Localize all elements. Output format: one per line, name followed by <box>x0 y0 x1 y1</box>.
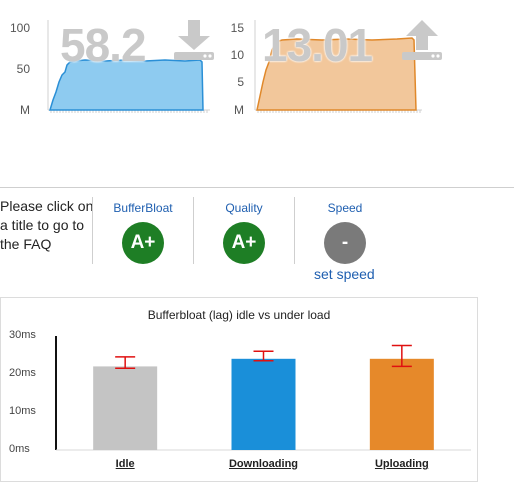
bufferbloat-grade-badge: A+ <box>122 222 164 264</box>
x-label-uploading: Uploading <box>374 458 429 470</box>
quality-title-link[interactable]: Quality <box>225 201 263 215</box>
x-label-idle: Idle <box>115 458 135 470</box>
faq-line-3: the FAQ <box>0 236 52 252</box>
y-tick-0ms: 0ms <box>9 443 30 455</box>
grade-separator-2 <box>193 197 194 264</box>
bar-idle <box>93 366 158 450</box>
upload-speed-value: 13.01 <box>262 19 373 71</box>
bufferbloat-chart: Bufferbloat (lag) idle vs under load 30m… <box>0 297 478 482</box>
bufferbloat-title-link[interactable]: BufferBloat <box>113 201 173 215</box>
download-speed-value: 58.2 <box>60 19 147 71</box>
download-tick-100: 100 <box>9 21 30 35</box>
bar-uploading <box>369 358 434 450</box>
bar-plot-area <box>55 336 471 451</box>
quality-grade-badge: A+ <box>223 222 265 264</box>
faq-line-2: a title to go to <box>0 217 85 233</box>
faq-line-1: Please click on <box>0 198 94 214</box>
download-tick-50: 50 <box>16 62 30 76</box>
x-label-downloading: Downloading <box>228 458 299 470</box>
y-tick-10ms: 10ms <box>9 405 36 417</box>
chart-title: Bufferbloat (lag) idle vs under load <box>147 308 331 322</box>
upload-arrow-icon <box>402 20 442 60</box>
grade-separator-3 <box>294 197 295 264</box>
set-speed-link[interactable]: set speed <box>314 266 375 282</box>
download-arrow-icon <box>174 20 214 60</box>
upload-speed-area <box>256 37 417 111</box>
upload-speed-graph <box>254 20 422 113</box>
y-tick-20ms: 20ms <box>9 367 36 379</box>
bar-downloading <box>231 358 296 450</box>
upload-tick-10: 10 <box>230 48 244 62</box>
download-tick-m: M <box>20 103 30 117</box>
grade-separator-1 <box>92 197 93 264</box>
y-tick-30ms: 30ms <box>9 329 36 341</box>
upload-tick-15: 15 <box>230 21 244 35</box>
speed-title-link[interactable]: Speed <box>327 201 363 215</box>
speed-grade-badge: - <box>324 222 366 264</box>
section-divider <box>0 187 514 188</box>
upload-tick-5: 5 <box>237 75 244 89</box>
upload-tick-m: M <box>234 103 244 117</box>
faq-hint: Please click on a title to go to the FAQ <box>0 197 93 254</box>
